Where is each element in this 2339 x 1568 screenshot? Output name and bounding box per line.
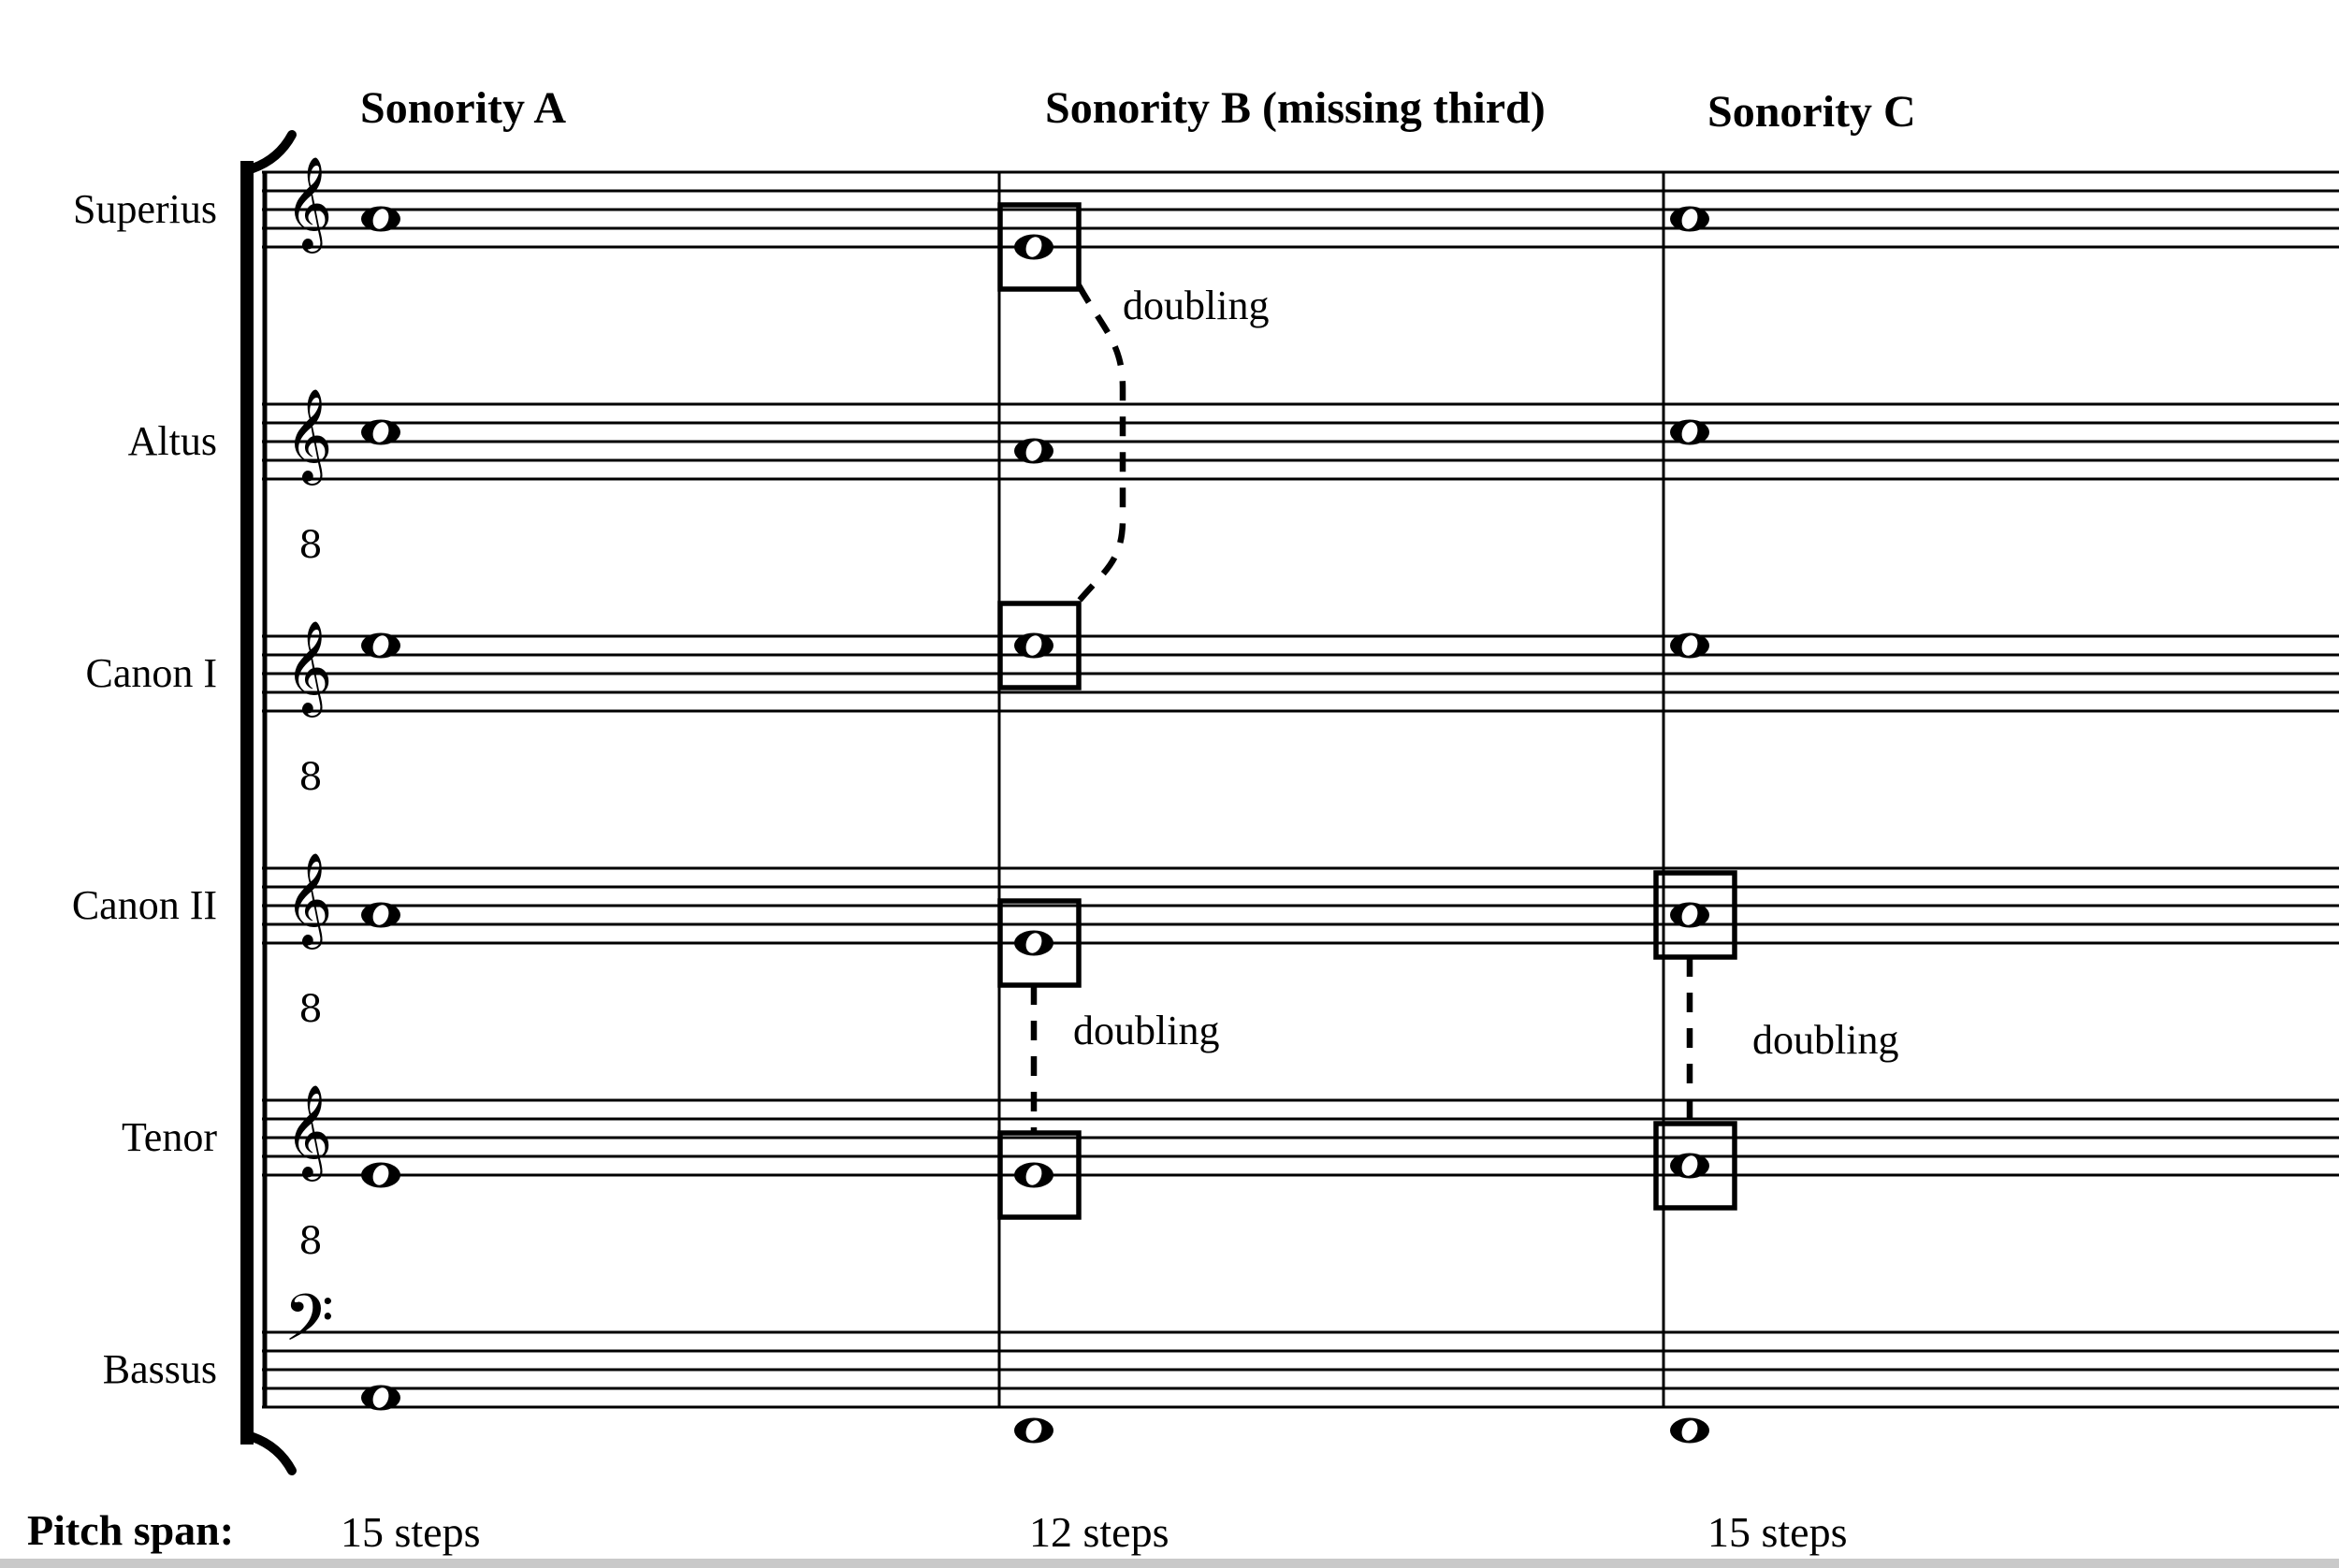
staff-lines bbox=[262, 634, 2339, 713]
doubling-label-middle: doubling bbox=[1073, 1008, 1220, 1053]
whole-note bbox=[1670, 1417, 1709, 1444]
staff-lines bbox=[262, 1098, 2339, 1177]
whole-note bbox=[1014, 234, 1053, 260]
whole-note bbox=[361, 419, 400, 445]
doubling-box bbox=[997, 1130, 1082, 1220]
pitch-span-value-b: 12 steps bbox=[1029, 1508, 1170, 1556]
treble-clef-icon: 𝄞 bbox=[285, 388, 333, 486]
whole-note bbox=[1670, 206, 1709, 232]
pitch-span-value-c: 15 steps bbox=[1707, 1508, 1848, 1556]
octave-8-marker: 8 bbox=[298, 988, 322, 1031]
sonority-a-header: Sonority A bbox=[360, 83, 567, 133]
treble-clef-icon: 𝄞 bbox=[285, 620, 333, 718]
doubling-box bbox=[1653, 1121, 1737, 1211]
whole-note bbox=[1670, 902, 1709, 928]
doubling-box bbox=[997, 898, 1082, 988]
staff-lines bbox=[262, 866, 2339, 945]
window-bottom-edge bbox=[0, 1559, 2339, 1568]
whole-note bbox=[361, 1162, 400, 1188]
doubling-label-upper: doubling bbox=[1123, 283, 1270, 328]
whole-note bbox=[361, 206, 400, 232]
sonority-c-header: Sonority C bbox=[1707, 87, 1916, 137]
treble-clef-icon: 𝄞 bbox=[285, 1084, 333, 1182]
whole-note bbox=[1670, 1153, 1709, 1179]
sonority-b-header: Sonority B (missing third) bbox=[1045, 83, 1546, 133]
voice-label-altus: Altus bbox=[127, 418, 217, 464]
treble-clef-icon: 𝄞 bbox=[285, 852, 333, 950]
bass-clef-icon: 𝄢 bbox=[283, 1280, 334, 1372]
octave-8-marker: 8 bbox=[298, 524, 322, 567]
voice-label-canon-1: Canon I bbox=[85, 650, 217, 696]
staff-lines bbox=[262, 170, 2339, 249]
doubling-label-right: doubling bbox=[1752, 1017, 1899, 1063]
voice-label-bassus: Bassus bbox=[102, 1346, 217, 1392]
treble-clef-icon: 𝄞 bbox=[285, 156, 333, 254]
whole-note bbox=[361, 1385, 400, 1411]
pitch-span-value-a: 15 steps bbox=[341, 1508, 481, 1556]
system-bracket bbox=[240, 130, 297, 1475]
doubling-box bbox=[1653, 870, 1737, 960]
voice-label-superius: Superius bbox=[73, 186, 217, 232]
whole-note bbox=[1014, 632, 1053, 659]
whole-note bbox=[1014, 1162, 1053, 1188]
staff-lines bbox=[262, 402, 2339, 481]
doubling-box bbox=[997, 601, 1082, 690]
whole-note bbox=[1014, 1417, 1053, 1444]
octave-8-marker: 8 bbox=[298, 1220, 322, 1263]
doubling-connector bbox=[1074, 283, 1126, 606]
whole-note bbox=[1670, 419, 1709, 445]
staff-lines bbox=[262, 1330, 2339, 1409]
octave-8-marker: 8 bbox=[298, 756, 322, 799]
voice-label-tenor: Tenor bbox=[122, 1114, 217, 1160]
whole-note bbox=[361, 632, 400, 659]
voice-label-canon-2: Canon II bbox=[71, 882, 217, 928]
whole-note bbox=[1670, 632, 1709, 659]
whole-note bbox=[361, 902, 400, 928]
pitch-span-label: Pitch span: bbox=[27, 1506, 235, 1554]
whole-note bbox=[1014, 930, 1053, 956]
whole-note bbox=[1014, 438, 1053, 464]
doubling-box bbox=[997, 202, 1082, 292]
